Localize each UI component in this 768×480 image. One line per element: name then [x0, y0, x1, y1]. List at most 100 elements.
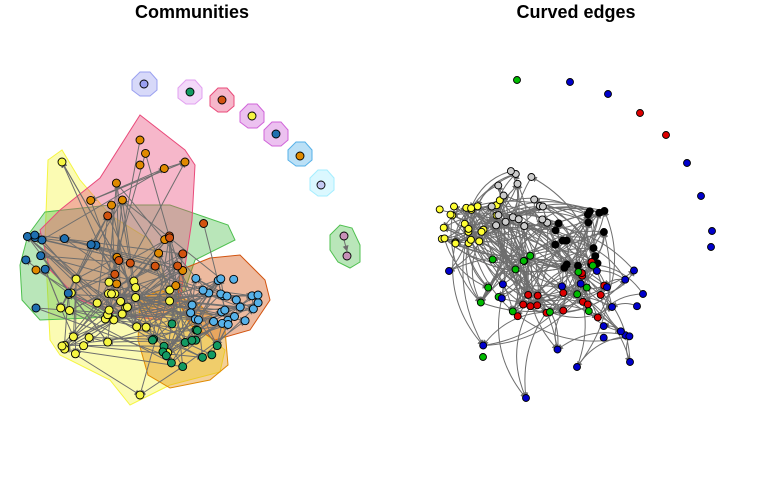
- edge-132: [41, 168, 165, 241]
- net-vertex-91: [573, 290, 582, 299]
- communities-panel: Communities: [19, 2, 361, 406]
- vertex-44: [112, 279, 122, 289]
- vertex-37: [171, 281, 181, 291]
- vertex-19: [68, 332, 78, 342]
- net-vertex-76: [524, 290, 533, 299]
- net-vertex-108: [522, 394, 530, 402]
- curved-edge-239: [480, 199, 506, 303]
- vertex-51: [199, 219, 209, 228]
- curved-edge-314: [471, 241, 482, 304]
- net-vertex-61: [533, 291, 542, 300]
- net-isolated-vertex-2: [604, 90, 612, 98]
- vertex-12: [65, 306, 74, 315]
- vertex-113: [31, 265, 41, 275]
- vertex-16: [70, 349, 80, 359]
- vertex-45: [86, 195, 96, 205]
- vertex-58: [63, 288, 73, 298]
- vertex-40: [141, 148, 150, 158]
- isolated-vertex-7: [339, 231, 349, 241]
- net-vertex-100: [576, 279, 585, 288]
- net-vertex-31: [492, 221, 501, 230]
- vertex-115: [57, 341, 67, 351]
- edge-146: [139, 366, 183, 396]
- isolated-vertex-5: [295, 151, 305, 161]
- curved-edge-176: [566, 263, 586, 368]
- vertex-43: [154, 248, 164, 258]
- isolated-vertex-2: [217, 95, 227, 105]
- vertex-71: [209, 317, 219, 326]
- vertex-95: [207, 350, 217, 360]
- curved-edge-305: [478, 238, 525, 262]
- curved-edge-282: [516, 305, 531, 399]
- net-vertex-63: [596, 290, 605, 299]
- net-vertex-81: [545, 308, 554, 316]
- edge-249: [114, 182, 131, 264]
- vertex-101: [167, 319, 177, 329]
- edge-247: [68, 294, 106, 320]
- net-vertex-55: [585, 207, 594, 216]
- net-vertex-77: [559, 288, 568, 297]
- net-vertex-80: [526, 251, 535, 260]
- net-vertex-60: [559, 306, 568, 315]
- vertex-48: [150, 261, 160, 271]
- net-vertex-1: [435, 205, 444, 214]
- net-vertex-20: [464, 224, 473, 233]
- vertex-81: [193, 315, 203, 325]
- net-vertex-52: [554, 219, 563, 228]
- net-vertex-74: [519, 300, 528, 309]
- net-vertex-27: [527, 173, 536, 181]
- edge-87: [177, 265, 218, 347]
- net-vertex-36: [538, 202, 547, 211]
- edge-151: [211, 323, 229, 355]
- curved-edges: [439, 170, 644, 399]
- net-vertex-99: [616, 327, 625, 336]
- vertex-91: [253, 298, 263, 308]
- vertex-13: [165, 285, 175, 295]
- edge-138: [35, 307, 167, 357]
- net-vertex-73: [593, 313, 602, 322]
- net-vertex-41: [520, 222, 529, 231]
- net-vertex-113: [608, 303, 616, 311]
- isolated-vertex-3: [247, 111, 257, 121]
- isolated-vertex-4: [271, 129, 281, 139]
- net-isolated-vertex-1: [566, 78, 574, 86]
- net-vertex-93: [553, 345, 562, 354]
- edge-196: [113, 293, 221, 322]
- vertex-75: [191, 273, 201, 283]
- net-vertex-25: [487, 202, 496, 211]
- vertex-107: [187, 335, 197, 345]
- edge-195: [135, 297, 155, 340]
- vertex-61: [40, 264, 50, 274]
- vertex-49: [165, 233, 175, 243]
- curved-edge-316: [481, 231, 524, 305]
- vertex-33: [104, 305, 114, 315]
- vertex-111: [180, 157, 190, 167]
- vertex-77: [187, 300, 197, 310]
- vertex-23: [107, 289, 116, 299]
- vertex-83: [248, 304, 258, 314]
- edge-243: [129, 161, 186, 264]
- net-isolated-vertex-0: [513, 76, 521, 84]
- vertex-116: [135, 390, 145, 400]
- edge-175: [83, 345, 204, 360]
- vertex-62: [21, 255, 31, 265]
- edge-251: [167, 284, 179, 353]
- net-vertex-32: [538, 215, 547, 224]
- edge-214: [61, 161, 120, 261]
- edge-10: [70, 273, 116, 294]
- vertex-103: [148, 335, 157, 345]
- net-vertex-95: [479, 341, 488, 350]
- curved-edges-title: Curved edges: [516, 2, 635, 22]
- edge-238: [112, 139, 141, 275]
- edge-125: [68, 294, 109, 316]
- vertex-108: [57, 157, 67, 167]
- net-vertex-23: [439, 223, 448, 232]
- vertex-109: [135, 135, 145, 145]
- edge-53: [27, 236, 77, 280]
- curved-edge-144: [566, 210, 607, 265]
- edge-133: [162, 293, 222, 353]
- vertex-63: [36, 251, 46, 261]
- curved-edge-281: [558, 222, 591, 312]
- curved-edge-263: [503, 221, 531, 307]
